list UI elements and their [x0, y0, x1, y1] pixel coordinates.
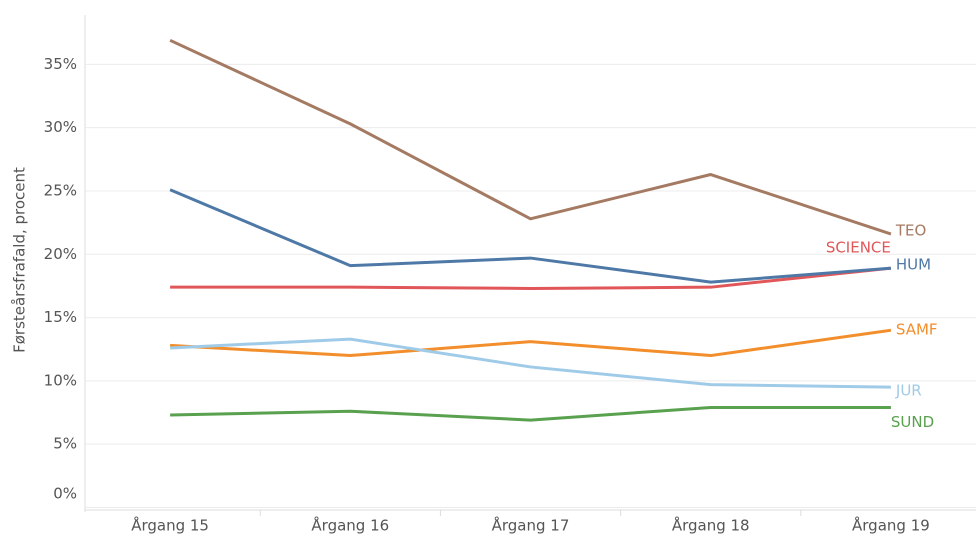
y-tick-label: 5% [53, 435, 77, 453]
series-label: SUND [891, 413, 934, 431]
line [169, 38, 892, 236]
x-tick-label: Årgang 15 [131, 516, 209, 535]
line [170, 266, 892, 290]
y-axis-label: Førsteårsfrafald, procent [11, 167, 29, 353]
line [170, 405, 891, 422]
x-tick-label: Årgang 18 [672, 516, 750, 535]
y-tick-label: 30% [44, 118, 77, 136]
x-tick-label: Årgang 19 [852, 516, 930, 535]
series-label: TEO [895, 222, 926, 240]
series-label: HUM [896, 256, 931, 274]
y-tick-label: 25% [44, 181, 77, 199]
x-tick-label: Årgang 17 [492, 516, 570, 535]
series-label: SAMF [896, 321, 938, 339]
x-tick-label: Årgang 16 [311, 516, 389, 535]
line [170, 337, 891, 389]
y-tick-label: 20% [44, 245, 77, 263]
line [169, 188, 892, 284]
line [170, 328, 892, 358]
series-label: JUR [895, 382, 922, 400]
y-tick-label: 10% [44, 371, 77, 389]
y-tick-label: 15% [44, 308, 77, 326]
y-tick-label: 0% [53, 485, 77, 503]
series-label: SCIENCE [826, 239, 891, 257]
y-tick-label: 35% [44, 55, 77, 73]
